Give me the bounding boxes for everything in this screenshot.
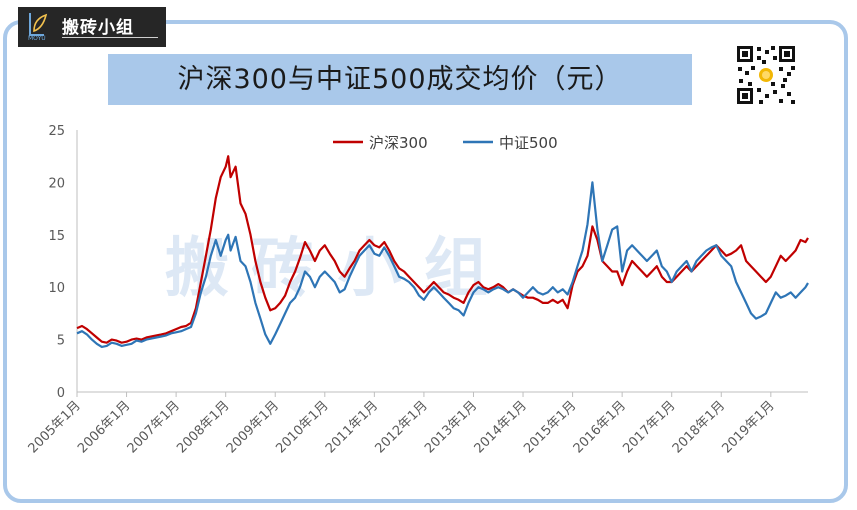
x-tick-label: 2008年1月: [174, 398, 232, 456]
brand-logo: 搬砖小组 MOYU: [18, 7, 166, 47]
y-tick-label: 0: [57, 386, 65, 401]
x-tick-label: 2009年1月: [224, 398, 282, 456]
brand-sub: MOYU: [28, 35, 46, 42]
y-tick-label: 5: [57, 334, 65, 349]
x-tick-label: 2017年1月: [620, 398, 678, 456]
x-tick-label: 2016年1月: [571, 398, 629, 456]
series-line-1: [76, 155, 809, 344]
leaf-pen-icon: [29, 13, 48, 36]
x-tick-label: 2014年1月: [472, 398, 530, 456]
x-tick-label: 2012年1月: [373, 398, 431, 456]
series-line-2: [76, 181, 809, 348]
brand-name: 搬砖小组: [62, 18, 134, 38]
x-tick-label: 2018年1月: [670, 398, 728, 456]
chart-title: 沪深300与中证500成交均价（元）: [108, 54, 692, 105]
x-tick-label: 2013年1月: [422, 398, 480, 456]
legend-label-1: 沪深300: [369, 134, 428, 152]
y-tick-label: 20: [48, 176, 65, 191]
x-tick-label: 2005年1月: [26, 398, 84, 456]
watermark: 搬 砖 小 组: [165, 232, 488, 306]
chart-legend: 沪深300 中证500: [333, 134, 558, 152]
x-tick-label: 2019年1月: [719, 398, 777, 456]
y-tick-label: 25: [48, 124, 65, 139]
chart-series: [76, 155, 809, 348]
qr-code-icon: [735, 44, 797, 106]
x-tick-label: 2015年1月: [521, 398, 579, 456]
x-tick-label: 2010年1月: [273, 398, 331, 456]
x-tick-label: 2011年1月: [323, 398, 381, 456]
plot-area: [16, 118, 838, 488]
x-tick-label: 2007年1月: [125, 398, 183, 456]
y-tick-label: 10: [48, 281, 65, 296]
legend-label-2: 中证500: [499, 134, 558, 152]
x-tick-label: 2006年1月: [75, 398, 133, 456]
brand-rule: [62, 37, 158, 38]
y-tick-label: 15: [48, 229, 65, 244]
